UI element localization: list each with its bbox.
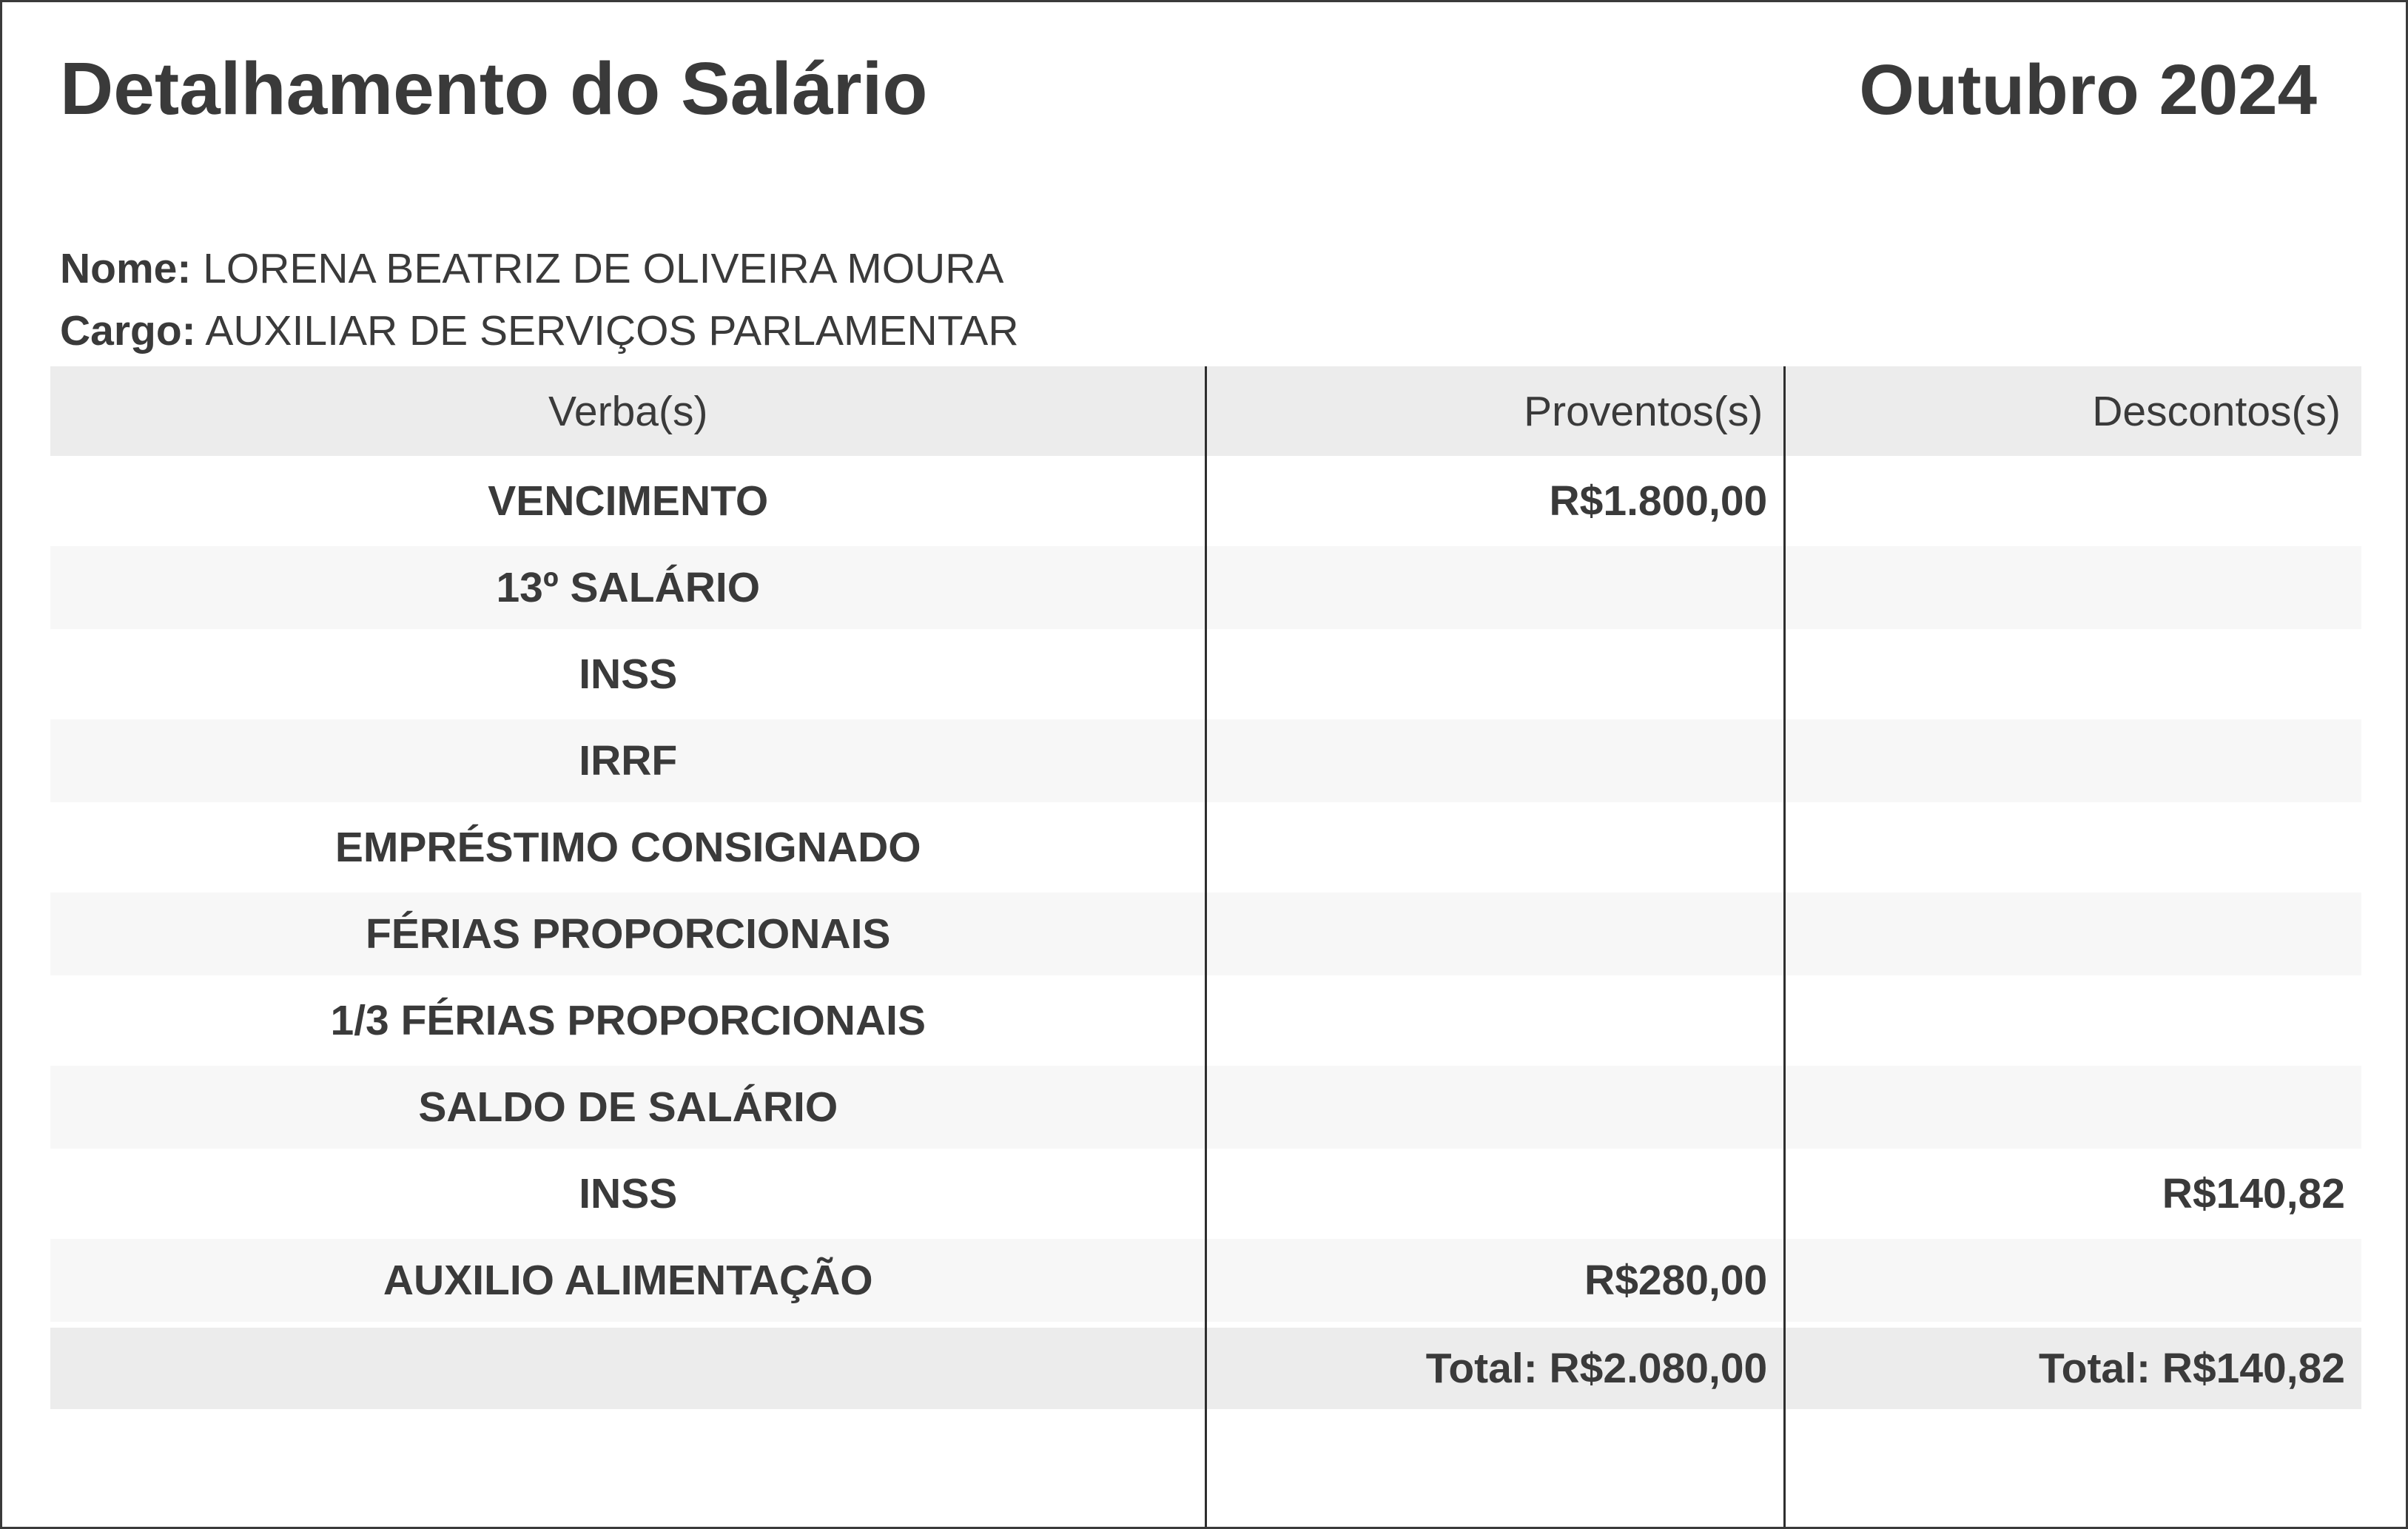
name-value: LORENA BEATRIZ DE OLIVEIRA MOURA	[203, 245, 1004, 292]
proventos-cell	[1205, 802, 1784, 889]
descontos-cell	[1783, 889, 2361, 975]
verba-cell: VENCIMENTO	[50, 456, 1206, 542]
descontos-cell	[1783, 975, 2361, 1062]
proventos-cell: R$280,00	[1205, 1235, 1784, 1322]
descontos-cell	[1783, 1062, 2361, 1149]
page-title: Detalhamento do Salário	[60, 47, 928, 130]
proventos-cell	[1205, 542, 1784, 629]
total-proventos: Total: R$2.080,00	[1205, 1322, 1784, 1409]
employee-name-line: Nome: LORENA BEATRIZ DE OLIVEIRA MOURA	[60, 238, 1019, 300]
descontos-cell	[1783, 456, 2361, 542]
totals-empty-cell	[50, 1322, 1206, 1409]
role-label: Cargo:	[60, 307, 196, 354]
proventos-cell	[1205, 975, 1784, 1062]
verba-cell: SALDO DE SALÁRIO	[50, 1062, 1206, 1149]
verba-cell: EMPRÉSTIMO CONSIGNADO	[50, 802, 1206, 889]
table-header-row: Verba(s) Proventos(s) Descontos(s)	[50, 366, 2361, 456]
proventos-cell: R$1.800,00	[1205, 456, 1784, 542]
column-divider	[1783, 366, 1786, 1527]
verba-cell: 1/3 FÉRIAS PROPORCIONAIS	[50, 975, 1206, 1062]
descontos-cell	[1783, 716, 2361, 802]
verba-cell: 13º SALÁRIO	[50, 542, 1206, 629]
proventos-cell	[1205, 716, 1784, 802]
name-label: Nome:	[60, 245, 192, 292]
column-header-verba: Verba(s)	[50, 366, 1206, 456]
descontos-cell	[1783, 1235, 2361, 1322]
column-header-descontos: Descontos(s)	[1783, 366, 2361, 456]
column-divider	[1205, 366, 1207, 1527]
verba-cell: FÉRIAS PROPORCIONAIS	[50, 889, 1206, 975]
verba-cell: IRRF	[50, 716, 1206, 802]
descontos-cell	[1783, 802, 2361, 889]
period-label: Outubro 2024	[1859, 50, 2317, 130]
employee-info: Nome: LORENA BEATRIZ DE OLIVEIRA MOURA C…	[60, 238, 1019, 362]
proventos-cell	[1205, 629, 1784, 716]
column-header-proventos: Proventos(s)	[1205, 366, 1784, 456]
descontos-cell: R$140,82	[1783, 1149, 2361, 1235]
proventos-cell	[1205, 1062, 1784, 1149]
proventos-cell	[1205, 1149, 1784, 1235]
proventos-cell	[1205, 889, 1784, 975]
page-header: Detalhamento do Salário Outubro 2024	[60, 48, 2317, 130]
total-descontos: Total: R$140,82	[1783, 1322, 2361, 1409]
verba-cell: AUXILIO ALIMENTAÇÃO	[50, 1235, 1206, 1322]
descontos-cell	[1783, 629, 2361, 716]
role-value: AUXILIAR DE SERVIÇOS PARLAMENTAR	[205, 307, 1019, 354]
verba-cell: INSS	[50, 629, 1206, 716]
employee-role-line: Cargo: AUXILIAR DE SERVIÇOS PARLAMENTAR	[60, 300, 1019, 362]
verba-cell: INSS	[50, 1149, 1206, 1235]
descontos-cell	[1783, 542, 2361, 629]
